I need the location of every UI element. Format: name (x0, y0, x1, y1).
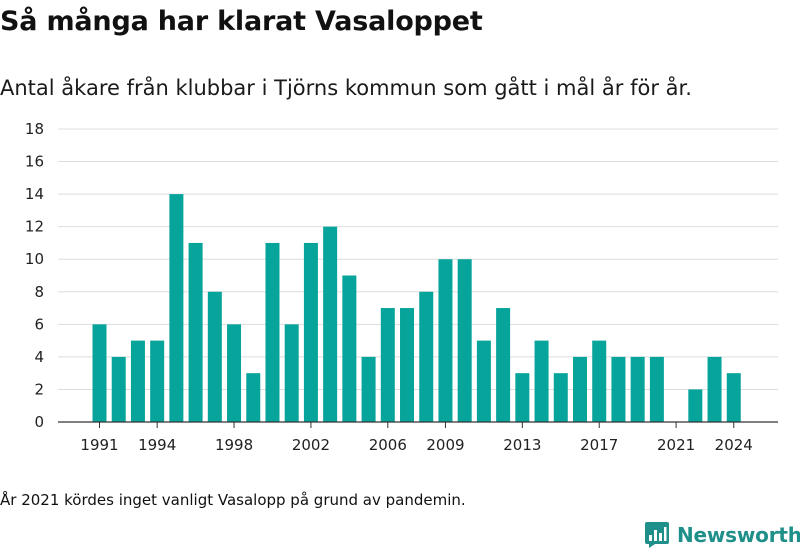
bar-1997 (207, 291, 222, 422)
x-tick-label-2002: 2002 (292, 436, 330, 454)
bar-1996 (188, 242, 203, 422)
bar-2007 (400, 308, 415, 422)
bar-1991 (92, 324, 107, 422)
x-tick-label-1998: 1998 (215, 436, 253, 454)
bar-2006 (380, 308, 395, 422)
bar-2002 (303, 242, 318, 422)
bar-chart: 0 2 4 6 8 10 12 14 16 18 1991 1994 1998 2002 2006 2009… (25, 120, 778, 454)
x-tick-label-2024: 2024 (715, 436, 753, 454)
y-tick-label-0: 0 (34, 413, 44, 431)
y-tick-label-8: 8 (34, 283, 44, 301)
bar-2018 (611, 356, 626, 422)
bar-2017 (592, 340, 607, 422)
brand-name: Newsworthy (677, 523, 800, 547)
y-tick-label-16: 16 (25, 153, 44, 171)
bar-1999 (246, 373, 261, 422)
x-tick-label-2013: 2013 (503, 436, 541, 454)
bar-2003 (323, 226, 338, 422)
y-tick-label-2: 2 (34, 380, 44, 398)
y-axis-tick-labels: 0 2 4 6 8 10 12 14 16 18 (25, 120, 44, 431)
x-tick-label-1991: 1991 (80, 436, 118, 454)
bar-2001 (284, 324, 299, 422)
bar-2022 (688, 389, 703, 422)
x-tick-label-1994: 1994 (138, 436, 176, 454)
bar-1998 (227, 324, 242, 422)
bar-1992 (111, 356, 126, 422)
bar-2012 (496, 308, 511, 422)
bar-1995 (169, 194, 184, 422)
bar-2013 (515, 373, 530, 422)
brand-logo: Newsworthy (644, 519, 800, 551)
bar-chart-speech-bubble-icon (645, 522, 669, 548)
bars (92, 194, 741, 422)
y-gridlines (58, 128, 778, 390)
bar-2020 (649, 356, 664, 422)
chart-subtitle: Antal åkare från klubbar i Tjörns kommun… (0, 76, 692, 100)
bar-2023 (707, 356, 722, 422)
bar-2004 (342, 275, 357, 422)
bar-2014 (534, 340, 549, 422)
bar-1994 (150, 340, 165, 422)
bar-2024 (726, 373, 741, 422)
bar-2019 (630, 356, 645, 422)
bar-2015 (553, 373, 568, 422)
bar-2009 (438, 259, 453, 422)
footnote: År 2021 kördes inget vanligt Vasalopp på… (0, 491, 466, 509)
chart-title: Så många har klarat Vasaloppet (0, 6, 483, 37)
bar-2000 (265, 242, 280, 422)
bar-2005 (361, 356, 376, 422)
y-tick-label-4: 4 (34, 348, 44, 366)
x-tick-label-2006: 2006 (369, 436, 407, 454)
bar-2010 (457, 259, 472, 422)
x-tick-label-2021: 2021 (657, 436, 695, 454)
y-tick-label-10: 10 (25, 250, 44, 268)
x-tick-label-2017: 2017 (580, 436, 618, 454)
bar-2008 (419, 291, 434, 422)
x-tick-label-2009: 2009 (426, 436, 464, 454)
bar-2016 (573, 356, 587, 422)
y-tick-label-14: 14 (25, 185, 44, 203)
bar-2011 (476, 340, 491, 422)
bar-1993 (130, 340, 145, 422)
y-tick-label-18: 18 (25, 120, 44, 138)
y-tick-label-6: 6 (34, 315, 44, 333)
x-axis-tick-labels: 1991 1994 1998 2002 2006 2009 2013 2017 2021 2024 (80, 422, 753, 454)
y-tick-label-12: 12 (25, 218, 44, 236)
